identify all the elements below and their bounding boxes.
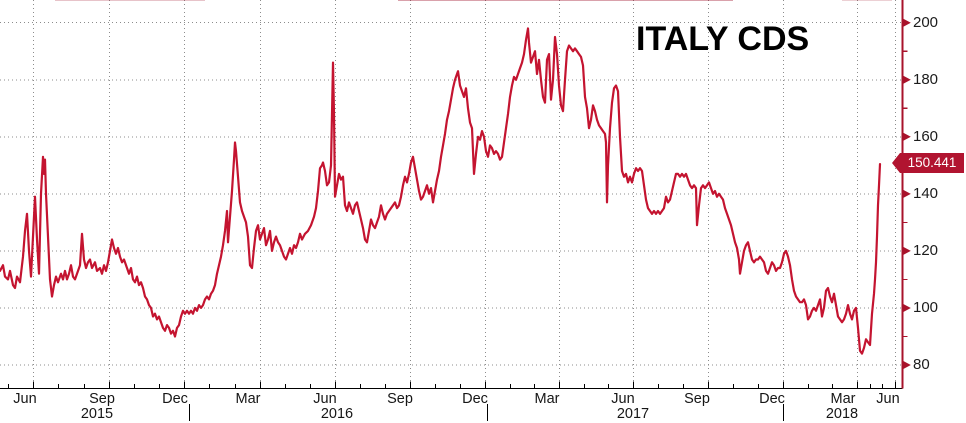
y-tick-label: 80: [913, 356, 930, 373]
x-month-label: Dec: [162, 391, 188, 407]
x-year-label: 2016: [320, 406, 354, 422]
x-month-label: Jun: [313, 391, 337, 407]
x-month-label: Sep: [89, 391, 115, 407]
y-tick-label: 180: [913, 70, 939, 88]
x-month-label: Mar: [235, 391, 261, 407]
grid: [0, 0, 903, 388]
x-month-label: Jun: [876, 391, 900, 407]
last-value-badge: 150.441: [892, 153, 964, 173]
x-month-label: Dec: [462, 391, 488, 407]
y-tick-label: 160: [913, 127, 939, 145]
x-axis: [0, 381, 903, 421]
x-month-label: Sep: [387, 391, 413, 407]
cropped-top-artifact: [842, 0, 892, 1]
cropped-top-artifact: [398, 0, 733, 1]
y-tick-label: 120: [913, 241, 939, 259]
cropped-top-artifact: [55, 0, 205, 1]
y-tick-label: 100: [913, 298, 939, 316]
y-tick-label: 200: [913, 13, 939, 31]
x-month-label: Dec: [759, 391, 785, 407]
x-month-label: Jun: [13, 391, 37, 407]
x-month-label: Sep: [684, 391, 710, 407]
x-year-label: 2017: [616, 406, 650, 422]
x-month-label: Mar: [830, 391, 856, 407]
x-month-label: Jun: [611, 391, 635, 407]
x-year-label: 2015: [80, 406, 114, 422]
y-axis: [901, 0, 911, 389]
series-line: [0, 27, 882, 355]
x-year-label: 2018: [825, 406, 859, 422]
x-month-label: Mar: [534, 391, 560, 407]
y-tick-label: 140: [913, 184, 939, 202]
chart-title: ITALY CDS: [636, 20, 810, 58]
